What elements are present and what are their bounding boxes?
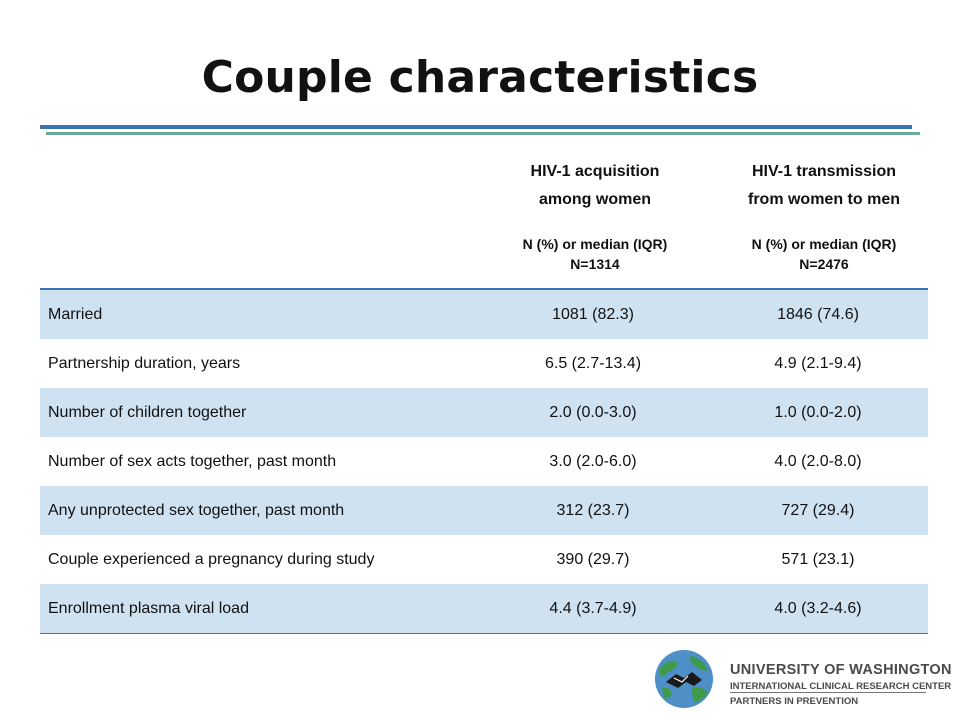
acquisition-value: 6.5 (2.7-13.4) xyxy=(544,354,642,372)
logo-program-name: PARTNERS IN PREVENTION xyxy=(730,696,859,707)
transmission-value: 4.0 (2.0-8.0) xyxy=(774,452,862,470)
column-subheading: N (%) or median (IQR) N=2476 xyxy=(751,236,897,272)
acquisition-value: 312 (23.7) xyxy=(556,501,630,519)
table-row: Married 1081 (82.3) 1846 (74.6) xyxy=(40,290,928,339)
transmission-value: 4.9 (2.1-9.4) xyxy=(774,354,862,372)
logo-divider xyxy=(730,692,926,693)
column-header-transmission: HIV-1 transmission from women to men N (… xyxy=(714,158,934,272)
title-divider xyxy=(40,125,912,129)
column-heading: HIV-1 transmission from women to men xyxy=(747,163,900,208)
acquisition-value: 3.0 (2.0-6.0) xyxy=(549,452,637,470)
table-row: Partnership duration, years 6.5 (2.7-13.… xyxy=(40,339,928,388)
row-label: Any unprotected sex together, past month xyxy=(48,501,345,519)
column-subheading: N (%) or median (IQR) N=1314 xyxy=(522,236,668,272)
table-row: Couple experienced a pregnancy during st… xyxy=(40,535,928,584)
characteristics-table: Married 1081 (82.3) 1846 (74.6) Partners… xyxy=(40,288,928,634)
row-label: Couple experienced a pregnancy during st… xyxy=(48,550,375,568)
transmission-value: 571 (23.1) xyxy=(781,550,855,568)
row-label: Enrollment plasma viral load xyxy=(48,599,249,617)
row-label: Partnership duration, years xyxy=(48,354,241,372)
logo-center-name: INTERNATIONAL CLINICAL RESEARCH CENTER xyxy=(730,681,952,692)
row-label: Number of children together xyxy=(48,403,247,421)
uw-icrc-logo: UNIVERSITY OF WASHINGTON INTERNATIONAL C… xyxy=(652,648,951,710)
transmission-value: 4.0 (3.2-4.6) xyxy=(774,599,862,617)
column-header-acquisition: HIV-1 acquisition among women N (%) or m… xyxy=(480,158,710,272)
table-row: Number of sex acts together, past month … xyxy=(40,437,928,486)
table-row: Number of children together 2.0 (0.0-3.0… xyxy=(40,388,928,437)
transmission-value: 727 (29.4) xyxy=(781,501,855,519)
acquisition-value: 4.4 (3.7-4.9) xyxy=(549,599,637,617)
logo-university-name: UNIVERSITY OF WASHINGTON xyxy=(730,662,952,678)
table-row: Any unprotected sex together, past month… xyxy=(40,486,928,535)
handshake-globe-icon xyxy=(655,650,713,708)
row-label: Number of sex acts together, past month xyxy=(48,452,337,470)
acquisition-value: 1081 (82.3) xyxy=(552,305,634,323)
transmission-value: 1846 (74.6) xyxy=(777,305,859,323)
row-label: Married xyxy=(48,305,103,323)
column-heading: HIV-1 acquisition among women xyxy=(530,163,660,208)
acquisition-value: 2.0 (0.0-3.0) xyxy=(549,403,637,421)
table-row: Enrollment plasma viral load 4.4 (3.7-4.… xyxy=(40,584,928,634)
acquisition-value: 390 (29.7) xyxy=(556,550,630,568)
slide-title: Couple characteristics xyxy=(201,52,759,103)
title-divider-secondary xyxy=(46,132,920,135)
transmission-value: 1.0 (0.0-2.0) xyxy=(774,403,862,421)
